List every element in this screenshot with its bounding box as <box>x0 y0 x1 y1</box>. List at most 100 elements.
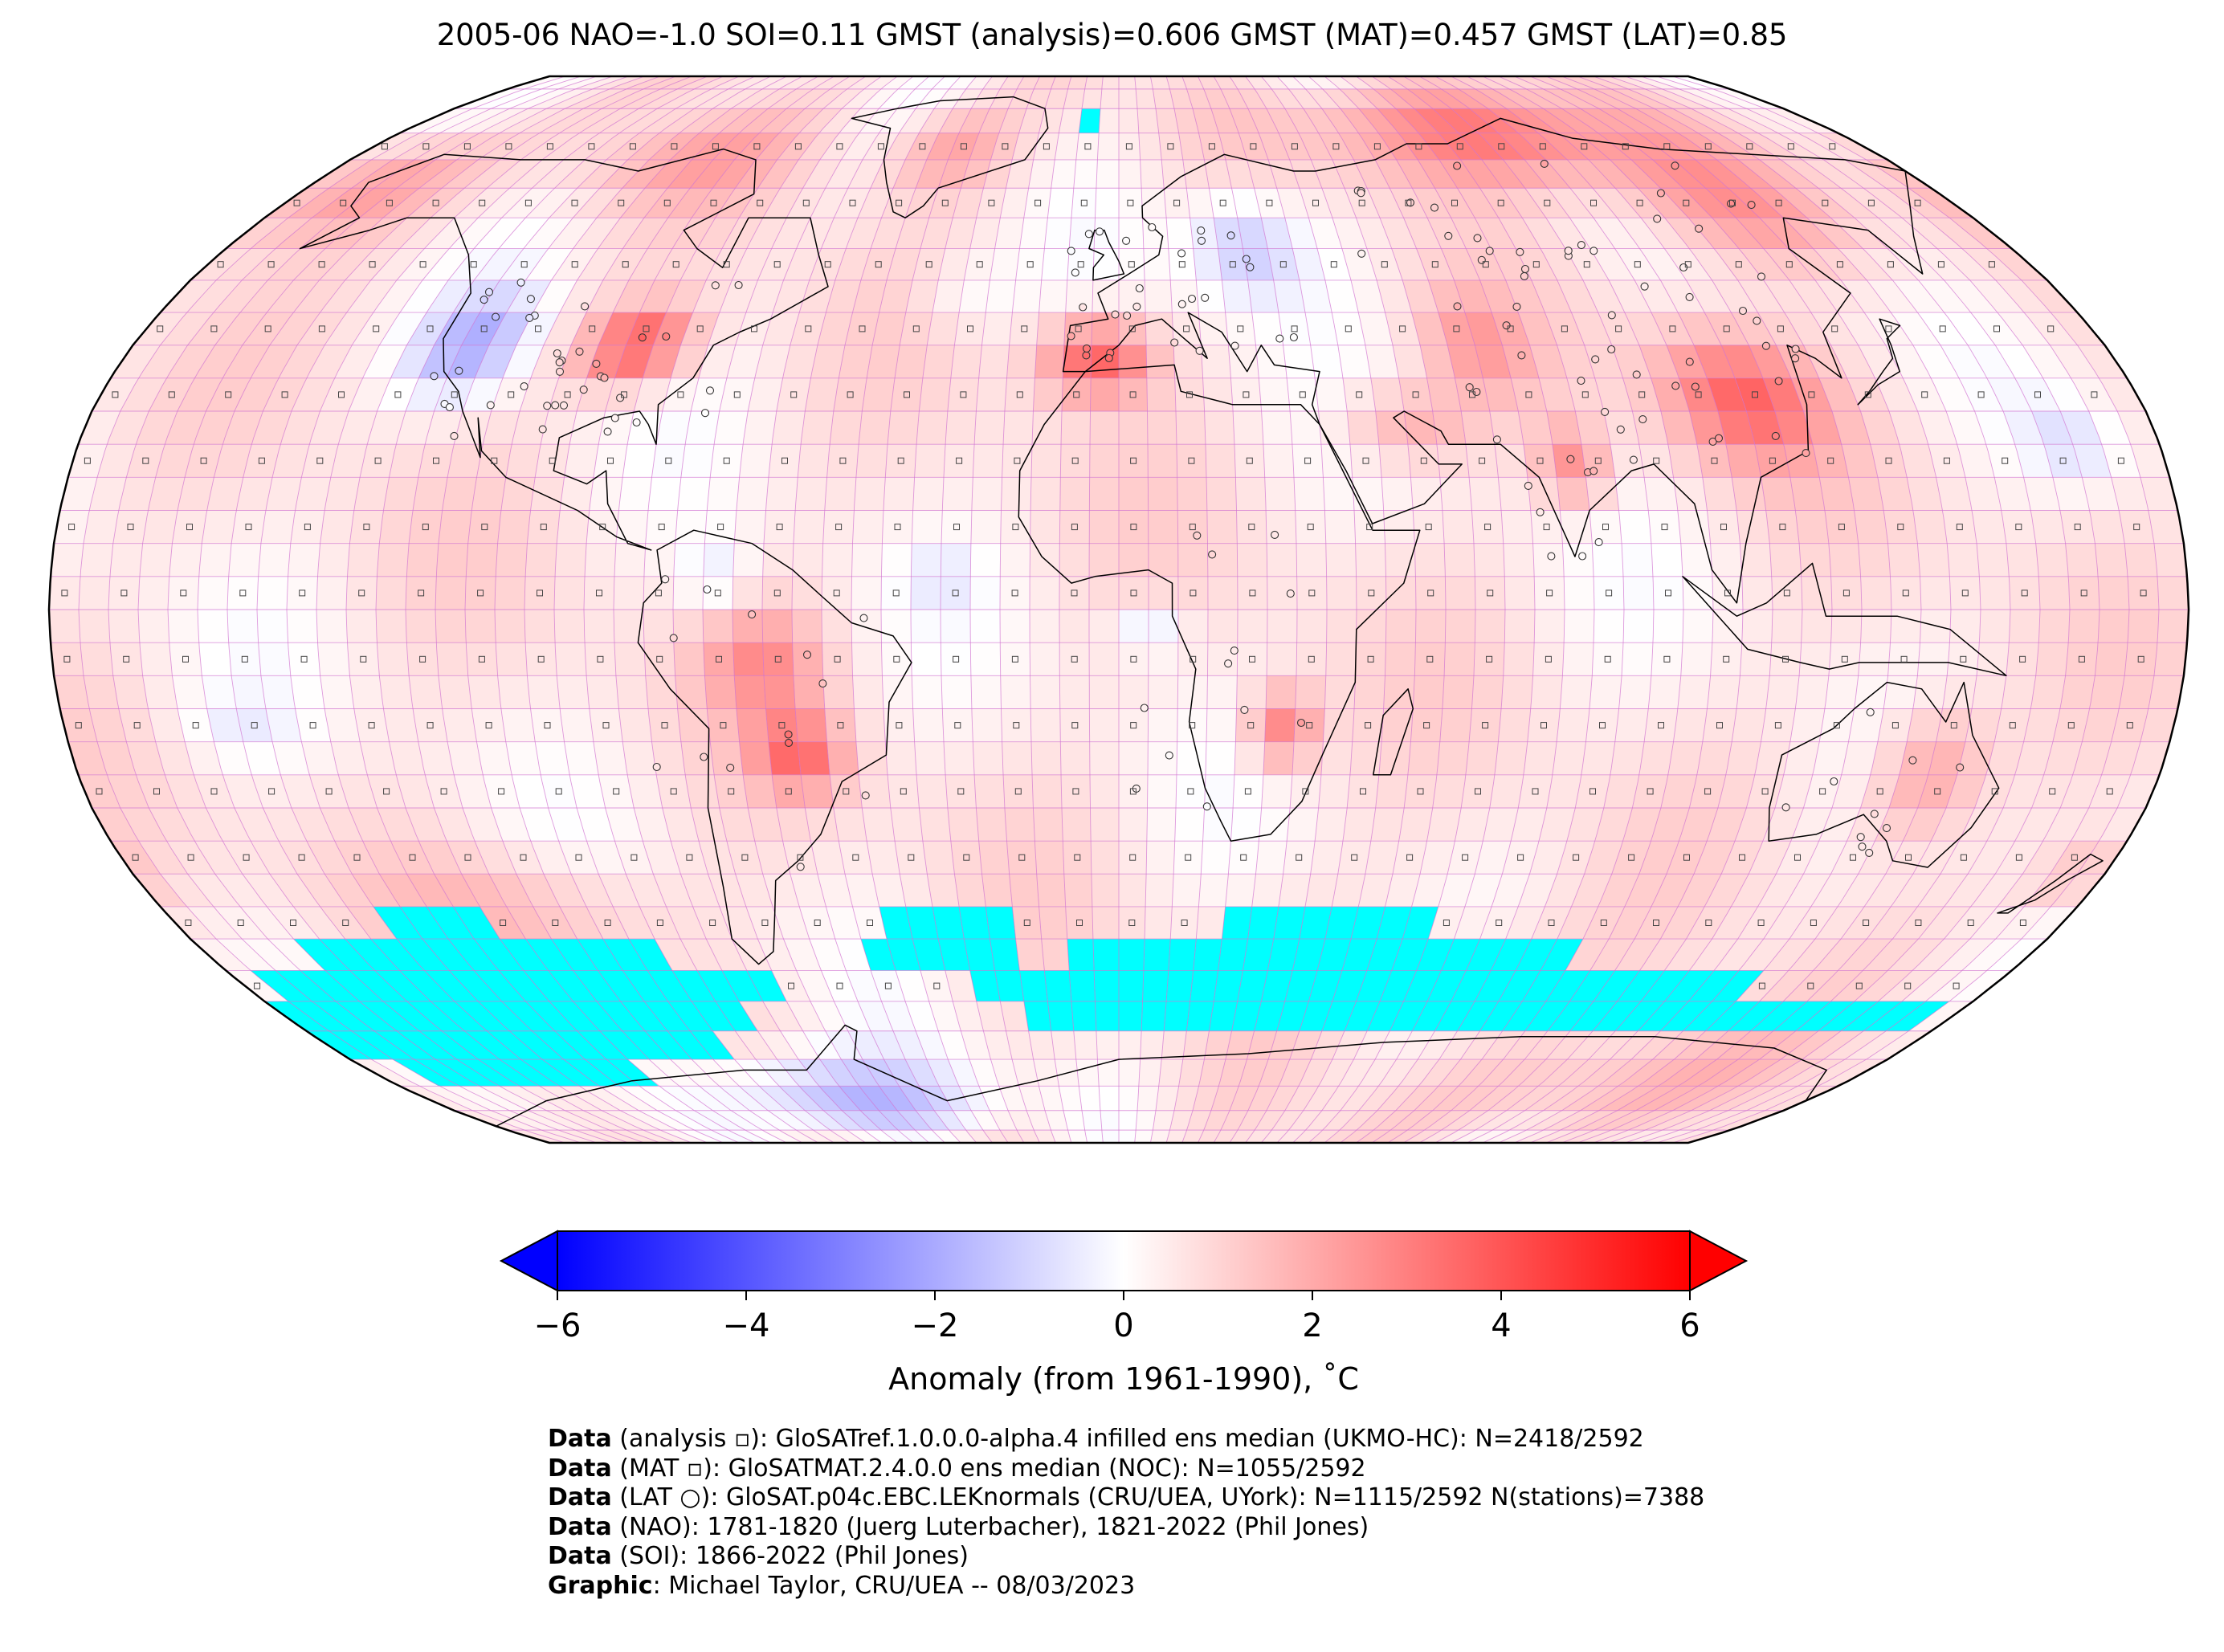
anomaly-cell <box>1871 444 1908 478</box>
anomaly-cell <box>1946 411 1986 445</box>
anomaly-cell <box>1012 279 1042 313</box>
anomaly-cell <box>852 675 883 709</box>
anomaly-cell <box>732 939 772 971</box>
no-data-cell <box>860 939 896 971</box>
anomaly-cell <box>833 808 867 842</box>
anomaly-cell <box>1818 188 1879 218</box>
analysis-marker <box>1507 325 1514 332</box>
anomaly-cell <box>1783 970 1838 1001</box>
anomaly-cell <box>1061 411 1091 445</box>
anomaly-cell <box>406 188 464 218</box>
anomaly-cell <box>557 510 590 544</box>
anomaly-cell <box>1567 808 1604 842</box>
anomaly-cell <box>338 411 377 445</box>
anomaly-cell <box>1082 88 1102 109</box>
anomaly-cell <box>160 906 217 940</box>
anomaly-cell <box>250 218 312 249</box>
anomaly-cell <box>1100 88 1119 109</box>
anomaly-cell <box>418 444 454 478</box>
anomaly-cell <box>912 708 944 742</box>
anomaly-cell <box>676 76 724 89</box>
anomaly-cell <box>1385 874 1421 907</box>
anomaly-cell <box>696 218 740 249</box>
anomaly-cell <box>1854 675 1888 709</box>
analysis-marker <box>1291 143 1298 150</box>
anomaly-cell <box>792 610 822 643</box>
anomaly-cell <box>1438 159 1480 189</box>
anomaly-cell <box>1751 188 1807 218</box>
anomaly-cell <box>1813 444 1849 478</box>
anomaly-cell <box>1660 774 1697 808</box>
anomaly-cell <box>655 248 697 280</box>
analysis-marker <box>338 391 345 398</box>
anomaly-cell <box>692 906 732 940</box>
anomaly-cell <box>227 610 259 643</box>
anomaly-cell <box>795 1130 835 1143</box>
station-marker <box>700 409 710 418</box>
anomaly-cell <box>1059 708 1090 742</box>
anomaly-cell <box>584 610 614 643</box>
anomaly-cell <box>1342 248 1377 280</box>
anomaly-cell <box>1561 1086 1619 1111</box>
anomaly-cell <box>911 642 941 676</box>
anomaly-cell <box>431 188 487 218</box>
anomaly-cell <box>379 675 413 709</box>
anomaly-cell <box>1825 510 1859 544</box>
analysis-marker <box>373 325 380 332</box>
anomaly-cell <box>112 510 149 544</box>
anomaly-cell <box>239 906 294 940</box>
no-data-cell <box>500 939 549 971</box>
analysis-marker <box>394 391 402 398</box>
anomaly-cell <box>942 708 973 742</box>
analysis-marker <box>1545 655 1552 663</box>
anomaly-cell <box>1878 218 1938 249</box>
anomaly-cell <box>1332 312 1365 345</box>
analysis-marker <box>1864 391 1871 398</box>
anomaly-cell <box>1387 1130 1426 1143</box>
anomaly-cell <box>1913 510 1948 544</box>
anomaly-cell <box>2077 841 2128 875</box>
analysis-marker <box>957 788 965 795</box>
analysis-marker <box>318 325 325 332</box>
anomaly-cell <box>1119 159 1142 189</box>
station-marker <box>818 679 827 688</box>
anomaly-cell <box>673 642 705 676</box>
anomaly-cell <box>1889 774 1928 808</box>
anomaly-cell <box>1411 874 1448 907</box>
station-marker <box>705 386 715 395</box>
anomaly-cell <box>506 906 552 940</box>
anomaly-cell <box>585 133 639 160</box>
analysis-marker <box>833 589 840 597</box>
anomaly-cell <box>970 510 1002 544</box>
anomaly-cell <box>1292 741 1324 775</box>
anomaly-cell <box>1279 312 1311 345</box>
analysis-marker <box>1599 722 1606 729</box>
station-marker <box>1578 552 1587 561</box>
anomaly-cell <box>728 76 771 89</box>
anomaly-cell <box>324 874 373 907</box>
anomaly-cell <box>1524 1086 1579 1111</box>
anomaly-cell <box>1276 76 1306 89</box>
no-data-cell <box>423 970 479 1001</box>
analysis-marker <box>1415 143 1422 150</box>
anomaly-cell <box>1791 808 1832 842</box>
station-marker <box>1197 226 1206 235</box>
anomaly-cell <box>1412 188 1451 218</box>
anomaly-cell <box>691 377 727 411</box>
anomaly-cell <box>1577 1130 1630 1143</box>
station-marker <box>1653 214 1662 223</box>
anomaly-cell <box>1654 108 1720 133</box>
anomaly-cell <box>541 1130 598 1143</box>
anomaly-cell <box>883 708 915 742</box>
anomaly-cell <box>320 510 354 544</box>
anomaly-cell <box>1565 939 1610 971</box>
anomaly-cell <box>786 1110 830 1131</box>
anomaly-cell <box>2051 312 2105 345</box>
anomaly-cell <box>1863 248 1919 280</box>
anomaly-cell <box>673 610 704 643</box>
anomaly-cell <box>1207 543 1238 577</box>
anomaly-cell <box>1482 76 1528 89</box>
analysis-marker <box>186 524 193 531</box>
anomaly-cell <box>879 279 913 313</box>
anomaly-cell <box>1350 741 1382 775</box>
